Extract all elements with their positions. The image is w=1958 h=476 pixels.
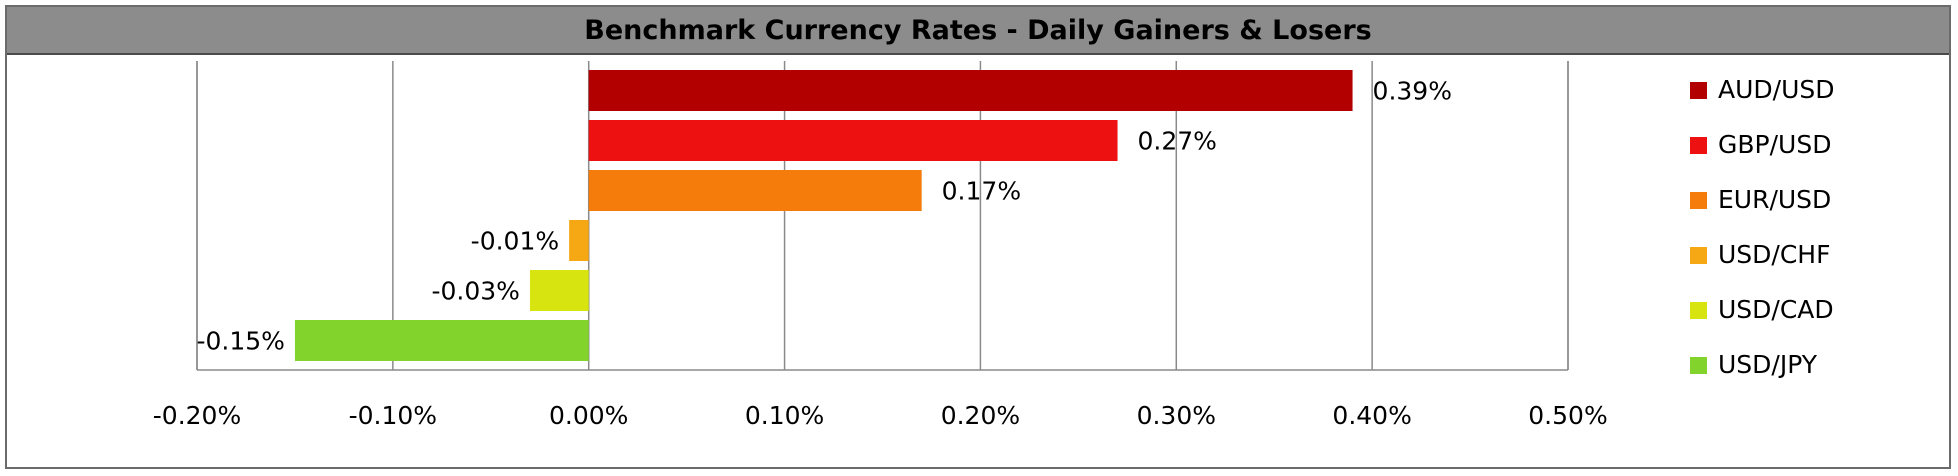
bar	[569, 220, 589, 261]
data-label: -0.03%	[432, 277, 520, 306]
legend-label: GBP/USD	[1718, 130, 1831, 159]
data-label: 0.17%	[942, 177, 1021, 206]
legend-label: USD/JPY	[1718, 350, 1818, 379]
legend-swatch	[1690, 137, 1707, 154]
x-tick-label: 0.50%	[1528, 401, 1607, 430]
legend-label: AUD/USD	[1718, 75, 1835, 104]
x-tick-label: 0.00%	[549, 401, 628, 430]
legend-swatch	[1690, 82, 1707, 99]
legend-swatch	[1690, 302, 1707, 319]
x-tick-label: -0.20%	[153, 401, 241, 430]
data-label: 0.39%	[1373, 77, 1452, 106]
bar	[529, 270, 589, 311]
x-tick-label: 0.40%	[1332, 401, 1411, 430]
bar	[588, 170, 922, 211]
bar	[588, 120, 1118, 161]
legend-swatch	[1690, 247, 1707, 264]
data-label: 0.27%	[1138, 127, 1217, 156]
x-tick-label: 0.30%	[1137, 401, 1216, 430]
x-tick-label: 0.10%	[745, 401, 824, 430]
legend-label: EUR/USD	[1718, 185, 1831, 214]
x-tick-label: 0.20%	[941, 401, 1020, 430]
bar	[588, 70, 1353, 111]
title-bar: Benchmark Currency Rates - Daily Gainers…	[7, 7, 1949, 55]
legend-label: USD/CAD	[1718, 295, 1834, 324]
legend-swatch	[1690, 357, 1707, 374]
data-label: -0.15%	[196, 327, 284, 356]
x-tick-label: -0.10%	[349, 401, 437, 430]
bar	[294, 320, 589, 361]
data-label: -0.01%	[471, 227, 559, 256]
legend-swatch	[1690, 192, 1707, 209]
chart-title: Benchmark Currency Rates - Daily Gainers…	[584, 14, 1372, 46]
legend-label: USD/CHF	[1718, 240, 1830, 269]
